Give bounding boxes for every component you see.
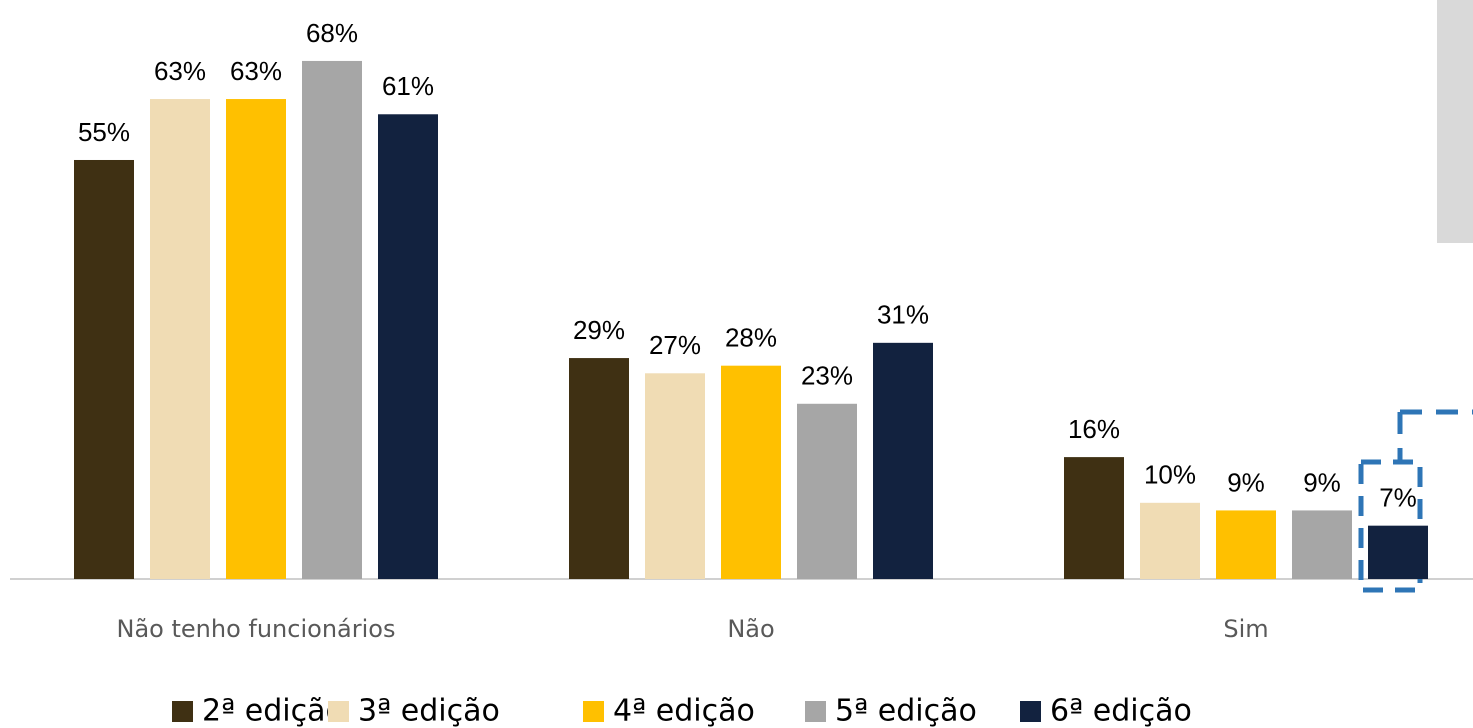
data-label: 27%: [649, 330, 701, 360]
legend-label: 4ª edição: [613, 694, 755, 728]
x-tick-label: Não tenho funcionários: [117, 615, 396, 643]
data-label: 63%: [230, 56, 282, 86]
data-label: 9%: [1303, 467, 1341, 497]
bar: [1140, 502, 1200, 579]
legend-swatch: [583, 701, 604, 722]
data-label: 28%: [725, 323, 777, 353]
bar: [873, 342, 933, 579]
legend-swatch: [172, 701, 193, 722]
bar: [721, 365, 781, 579]
legend-label: 2ª edição: [202, 694, 344, 728]
bar: [569, 358, 629, 579]
data-label: 16%: [1068, 414, 1120, 444]
side-panel: [1437, 0, 1473, 243]
bar: [1292, 510, 1352, 579]
bar: [302, 60, 362, 579]
legend-label: 5ª edição: [835, 694, 977, 728]
data-label: 61%: [382, 71, 434, 101]
bar: [74, 159, 134, 579]
legend-swatch: [328, 701, 349, 722]
highlight-bracket: [1397, 409, 1473, 460]
bar: [645, 373, 705, 579]
bar: [1216, 510, 1276, 579]
data-label: 31%: [877, 300, 929, 330]
data-label: 63%: [154, 56, 206, 86]
x-tick-label: Não: [727, 615, 774, 643]
data-label: 9%: [1227, 467, 1265, 497]
bar: [1064, 457, 1124, 579]
bar: [378, 114, 438, 580]
data-label: 7%: [1379, 483, 1417, 513]
data-label: 68%: [306, 18, 358, 48]
data-label: 55%: [78, 117, 130, 147]
data-label: 10%: [1144, 460, 1196, 490]
legend-label: 6ª edição: [1050, 694, 1192, 728]
bar: [1368, 525, 1428, 579]
legend-swatch: [1020, 701, 1041, 722]
x-tick-label: Sim: [1223, 615, 1268, 643]
bar: [226, 99, 286, 579]
data-label: 23%: [801, 361, 853, 391]
legend-label: 3ª edição: [358, 694, 500, 728]
bar: [797, 403, 857, 579]
data-label: 29%: [573, 315, 625, 345]
bar: [150, 99, 210, 579]
legend-swatch: [805, 701, 826, 722]
